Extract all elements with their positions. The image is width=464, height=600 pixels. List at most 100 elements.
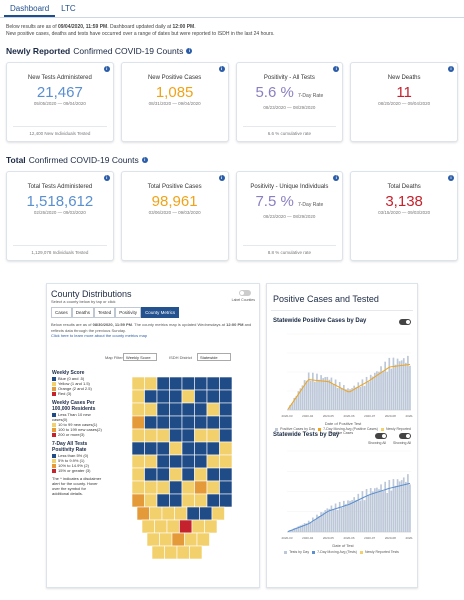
county-shape[interactable] (169, 480, 183, 495)
county-shape[interactable] (169, 415, 183, 430)
chart2-toggle-a[interactable] (375, 433, 387, 439)
county-shape[interactable] (194, 480, 208, 495)
county-shape[interactable] (211, 506, 225, 521)
county-shape[interactable] (179, 519, 193, 534)
county-shape[interactable] (131, 454, 145, 469)
county-shape[interactable] (206, 441, 220, 456)
county-shape[interactable] (169, 376, 183, 391)
county-shape[interactable] (219, 428, 233, 443)
county-shape[interactable] (144, 467, 158, 482)
county-shape[interactable] (181, 467, 195, 482)
county-shape[interactable] (136, 506, 150, 521)
county-shape[interactable] (186, 506, 200, 521)
info-icon[interactable]: i (448, 175, 454, 181)
county-shape[interactable] (171, 532, 185, 547)
county-shape[interactable] (206, 493, 220, 508)
county-shape[interactable] (144, 389, 158, 404)
county-shape[interactable] (131, 415, 145, 430)
county-shape[interactable] (204, 519, 218, 534)
county-shape[interactable] (169, 428, 183, 443)
county-shape[interactable] (219, 415, 233, 430)
county-note-link[interactable]: Click here to learn more about the count… (51, 333, 148, 338)
county-shape[interactable] (219, 376, 233, 391)
county-shape[interactable] (181, 454, 195, 469)
district-select[interactable]: Statewide (197, 353, 231, 361)
county-shape[interactable] (156, 376, 170, 391)
county-shape[interactable] (141, 519, 155, 534)
info-icon[interactable]: i (186, 48, 193, 54)
county-shape[interactable] (219, 402, 233, 417)
county-shape[interactable] (149, 506, 163, 521)
county-shape[interactable] (194, 467, 208, 482)
county-shape[interactable] (219, 493, 233, 508)
county-shape[interactable] (159, 532, 173, 547)
chart1-toggle[interactable] (399, 319, 411, 325)
county-shape[interactable] (151, 545, 165, 560)
county-shape[interactable] (206, 389, 220, 404)
county-subtab[interactable]: Deaths (71, 307, 95, 318)
county-shape[interactable] (154, 519, 168, 534)
county-shape[interactable] (206, 415, 220, 430)
county-subtab[interactable]: Tested (94, 307, 116, 318)
county-shape[interactable] (156, 402, 170, 417)
county-shape[interactable] (131, 480, 145, 495)
county-shape[interactable] (156, 389, 170, 404)
county-shape[interactable] (184, 532, 198, 547)
county-shape[interactable] (181, 493, 195, 508)
county-shape[interactable] (206, 454, 220, 469)
county-shape[interactable] (206, 402, 220, 417)
county-shape[interactable] (219, 467, 233, 482)
county-shape[interactable] (181, 480, 195, 495)
info-icon[interactable]: i (103, 66, 110, 72)
county-shape[interactable] (156, 428, 170, 443)
tab-dashboard[interactable]: Dashboard (4, 0, 56, 17)
county-shape[interactable] (206, 480, 220, 495)
county-subtab[interactable]: County Metrics (141, 307, 180, 318)
county-shape[interactable] (181, 441, 195, 456)
chart2-toggle-b[interactable] (399, 433, 411, 439)
county-subtab[interactable]: Cases (51, 307, 72, 318)
tab-ltc[interactable]: LTC (61, 4, 76, 13)
county-shape[interactable] (169, 454, 183, 469)
county-shape[interactable] (194, 441, 208, 456)
county-shape[interactable] (219, 480, 233, 495)
county-shape[interactable] (206, 428, 220, 443)
county-shape[interactable] (156, 480, 170, 495)
county-shape[interactable] (131, 376, 145, 391)
county-shape[interactable] (181, 402, 195, 417)
county-shape[interactable] (176, 545, 190, 560)
county-shape[interactable] (169, 493, 183, 508)
county-subtab[interactable]: Positivity (115, 307, 142, 318)
info-icon[interactable]: i (218, 175, 225, 181)
county-shape[interactable] (156, 454, 170, 469)
county-shape[interactable] (169, 389, 183, 404)
county-shape[interactable] (174, 506, 188, 521)
county-shape[interactable] (164, 545, 178, 560)
county-shape[interactable] (194, 428, 208, 443)
info-icon[interactable]: i (333, 175, 340, 181)
county-shape[interactable] (191, 519, 205, 534)
county-shape[interactable] (194, 454, 208, 469)
info-icon[interactable]: i (141, 157, 148, 163)
map-filter-select[interactable]: Weekly Score (123, 353, 157, 361)
county-shape[interactable] (194, 402, 208, 417)
county-shape[interactable] (144, 428, 158, 443)
county-shape[interactable] (144, 415, 158, 430)
county-shape[interactable] (144, 441, 158, 456)
county-shape[interactable] (131, 467, 145, 482)
county-shape[interactable] (206, 467, 220, 482)
county-shape[interactable] (144, 402, 158, 417)
info-icon[interactable]: i (218, 66, 225, 72)
county-shape[interactable] (166, 519, 180, 534)
county-shape[interactable] (194, 415, 208, 430)
county-shape[interactable] (181, 389, 195, 404)
county-shape[interactable] (219, 454, 233, 469)
county-shape[interactable] (156, 493, 170, 508)
county-shape[interactable] (144, 376, 158, 391)
county-shape[interactable] (181, 428, 195, 443)
county-shape[interactable] (196, 532, 210, 547)
county-shape[interactable] (194, 376, 208, 391)
info-icon[interactable]: i (448, 66, 454, 72)
county-shape[interactable] (131, 428, 145, 443)
county-shape[interactable] (194, 389, 208, 404)
